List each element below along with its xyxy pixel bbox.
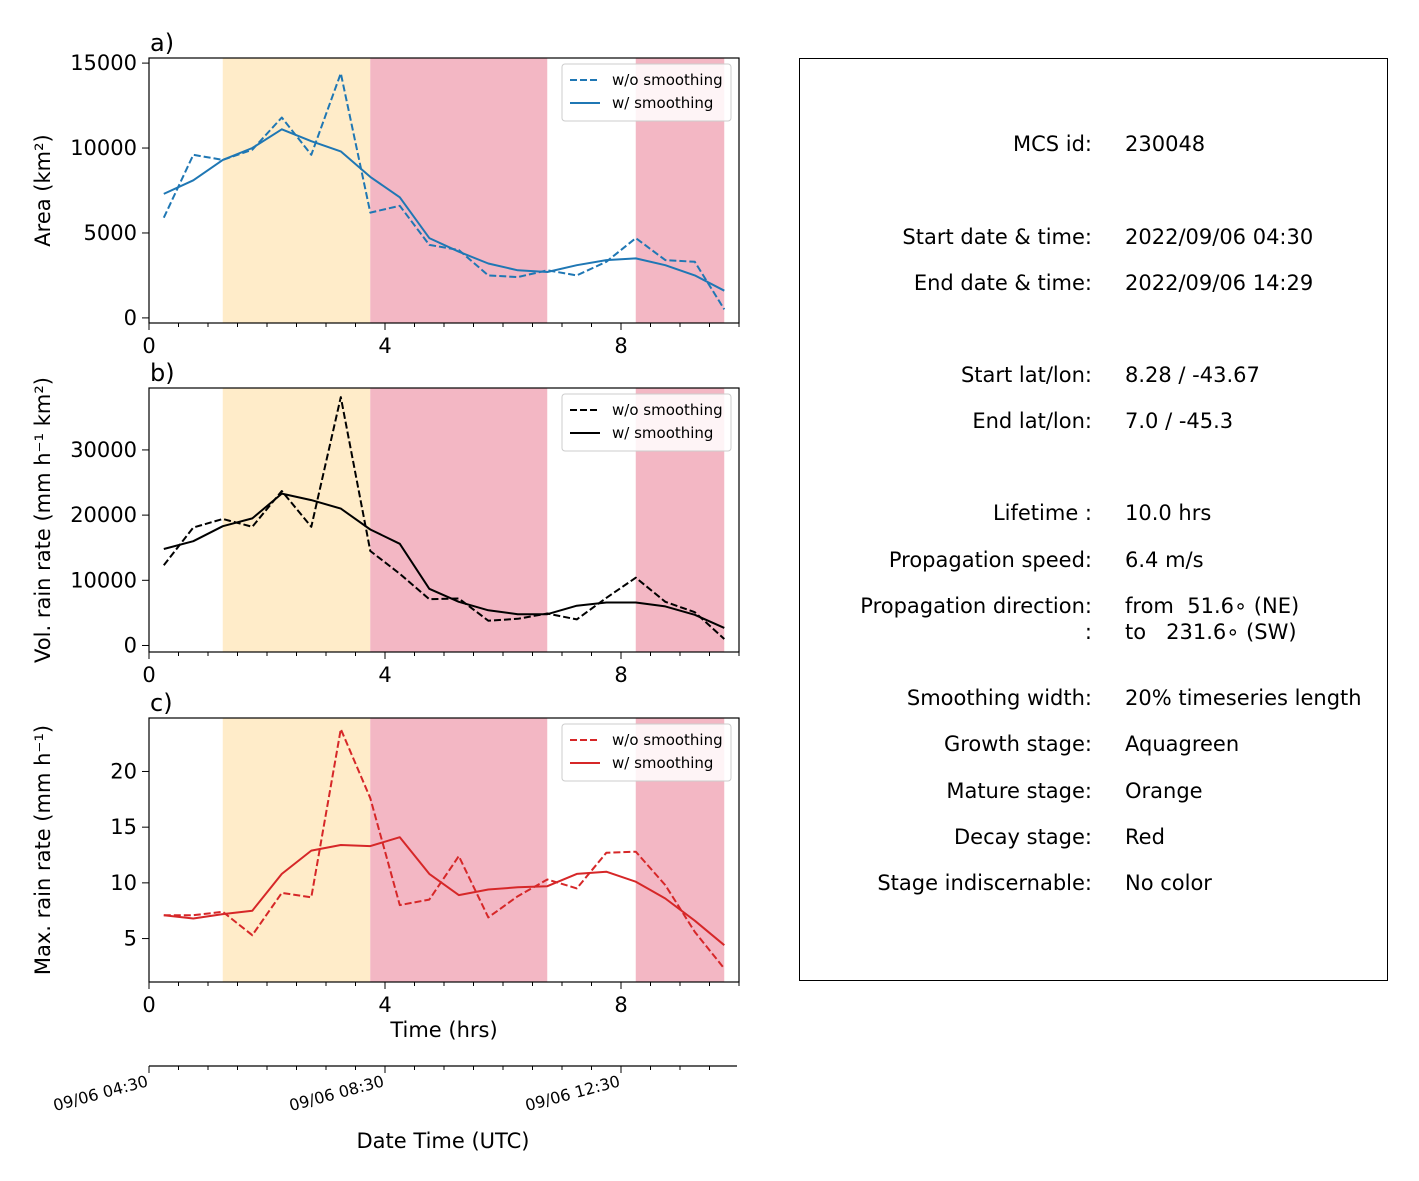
x-tick-label: 4 xyxy=(378,663,391,687)
info-value: 10.0 hrs xyxy=(1125,501,1212,525)
legend-box xyxy=(561,393,732,452)
info-value: Red xyxy=(1125,825,1165,849)
legend-entry: w/ smoothing xyxy=(612,424,713,442)
y-tick-label: 20000 xyxy=(70,503,137,527)
series-line-smoothed xyxy=(163,128,725,292)
info-value: No color xyxy=(1125,871,1212,895)
datetime-tick-label: 09/06 04:30 xyxy=(51,1072,150,1116)
mcs-info-box: MCS id: 230048 Start date & time: 2022/09/0… xyxy=(799,58,1388,981)
info-label: Smoothing width: xyxy=(906,686,1092,710)
x-tick-label: 4 xyxy=(378,334,391,358)
info-value: 230048 xyxy=(1125,132,1206,156)
y-tick-label: 0 xyxy=(124,633,137,657)
series-line-unsmoothed xyxy=(163,728,726,970)
info-value: Aquagreen xyxy=(1125,732,1240,756)
stage-band xyxy=(222,718,371,982)
panel-label: b) xyxy=(150,359,175,387)
info-label: End date & time: xyxy=(913,271,1092,295)
info-value: Orange xyxy=(1125,779,1203,803)
stage-band xyxy=(370,718,548,982)
y-tick-label: 0 xyxy=(124,306,137,330)
y-axis-label: Max. rain rate (mm h⁻¹) xyxy=(31,725,55,975)
stage-band xyxy=(370,388,548,652)
legend-box xyxy=(561,723,732,782)
stage-band xyxy=(370,58,548,323)
info-label: Stage indiscernable: xyxy=(877,871,1092,895)
y-axis-label: Vol. rain rate (mm h⁻¹ km²) xyxy=(31,377,55,663)
panel-1: 0 4 8 0 5000 10000 15000 a) Area (km²) w/o smooth… xyxy=(31,29,740,358)
info-label: Lifetime : xyxy=(992,501,1092,525)
series-line-unsmoothed xyxy=(163,396,725,640)
info-label: Propagation speed: xyxy=(888,548,1092,572)
x-axis-label: Time (hrs) xyxy=(389,1018,497,1042)
info-label: Growth stage: xyxy=(943,732,1092,756)
legend-entry: w/o smoothing xyxy=(612,71,723,89)
x-tick-label: 0 xyxy=(142,993,155,1017)
x-tick-label: 8 xyxy=(614,334,627,358)
info-value: 2022/09/06 14:29 xyxy=(1125,271,1314,295)
info-value: to 231.6∘ (SW) xyxy=(1125,620,1297,644)
info-label: Decay stage: xyxy=(954,825,1092,849)
x-tick-label: 4 xyxy=(378,993,391,1017)
x-tick-label: 8 xyxy=(614,993,627,1017)
info-label: Start date & time: xyxy=(902,225,1092,249)
y-tick-label: 5 xyxy=(124,927,137,951)
datetime-axis: 09/06 04:30 09/06 08:30 09/06 12:30 Date Ti… xyxy=(51,1065,737,1153)
info-label: Mature stage: xyxy=(946,779,1092,803)
panel-label: a) xyxy=(150,29,174,57)
y-tick-label: 5000 xyxy=(84,221,137,245)
y-tick-label: 10000 xyxy=(70,568,137,592)
datetime-axis-label: Date Time (UTC) xyxy=(357,1129,530,1153)
datetime-tick-label: 09/06 12:30 xyxy=(523,1072,622,1116)
y-tick-label: 30000 xyxy=(70,438,137,462)
y-tick-label: 15000 xyxy=(70,51,137,75)
info-label: Start lat/lon: xyxy=(960,363,1092,387)
datetime-tick-label: 09/06 08:30 xyxy=(287,1072,386,1116)
y-axis-label: Area (km²) xyxy=(31,134,55,246)
panel-3: 0 4 8 5 10 15 20 c) Max. rain rate (mm h⁻¹) Time … xyxy=(31,689,740,1042)
info-value: 7.0 / -45.3 xyxy=(1125,409,1234,433)
x-tick-label: 8 xyxy=(614,663,627,687)
y-tick-label: 10 xyxy=(110,871,137,895)
info-label: Propagation direction: xyxy=(860,594,1092,618)
series-line-unsmoothed xyxy=(162,72,726,310)
info-label: : xyxy=(1084,620,1092,644)
panel-label: c) xyxy=(150,689,173,717)
legend-entry: w/ smoothing xyxy=(612,94,713,112)
panel-2: 0 4 8 0 10000 20000 30000 b) Vol. rain rate (mm … xyxy=(31,359,740,687)
info-label: MCS id: xyxy=(1012,132,1092,156)
info-value: from 51.6∘ (NE) xyxy=(1125,594,1300,618)
legend-entry: w/o smoothing xyxy=(612,401,723,419)
legend-entry: w/o smoothing xyxy=(612,731,723,749)
info-value: 8.28 / -43.67 xyxy=(1125,363,1260,387)
y-tick-label: 10000 xyxy=(70,136,137,160)
series-line-smoothed xyxy=(163,836,725,946)
x-tick-label: 0 xyxy=(142,663,155,687)
info-value: 2022/09/06 04:30 xyxy=(1125,225,1314,249)
series-line-smoothed xyxy=(163,492,725,629)
stage-band xyxy=(222,58,371,323)
info-value: 6.4 m/s xyxy=(1125,548,1204,572)
legend-box xyxy=(561,63,732,122)
legend-entry: w/ smoothing xyxy=(612,754,713,772)
info-value: 20% timeseries length xyxy=(1125,686,1362,710)
x-tick-label: 0 xyxy=(142,334,155,358)
y-tick-label: 20 xyxy=(110,759,137,783)
y-tick-label: 15 xyxy=(110,815,137,839)
info-label: End lat/lon: xyxy=(972,409,1092,433)
